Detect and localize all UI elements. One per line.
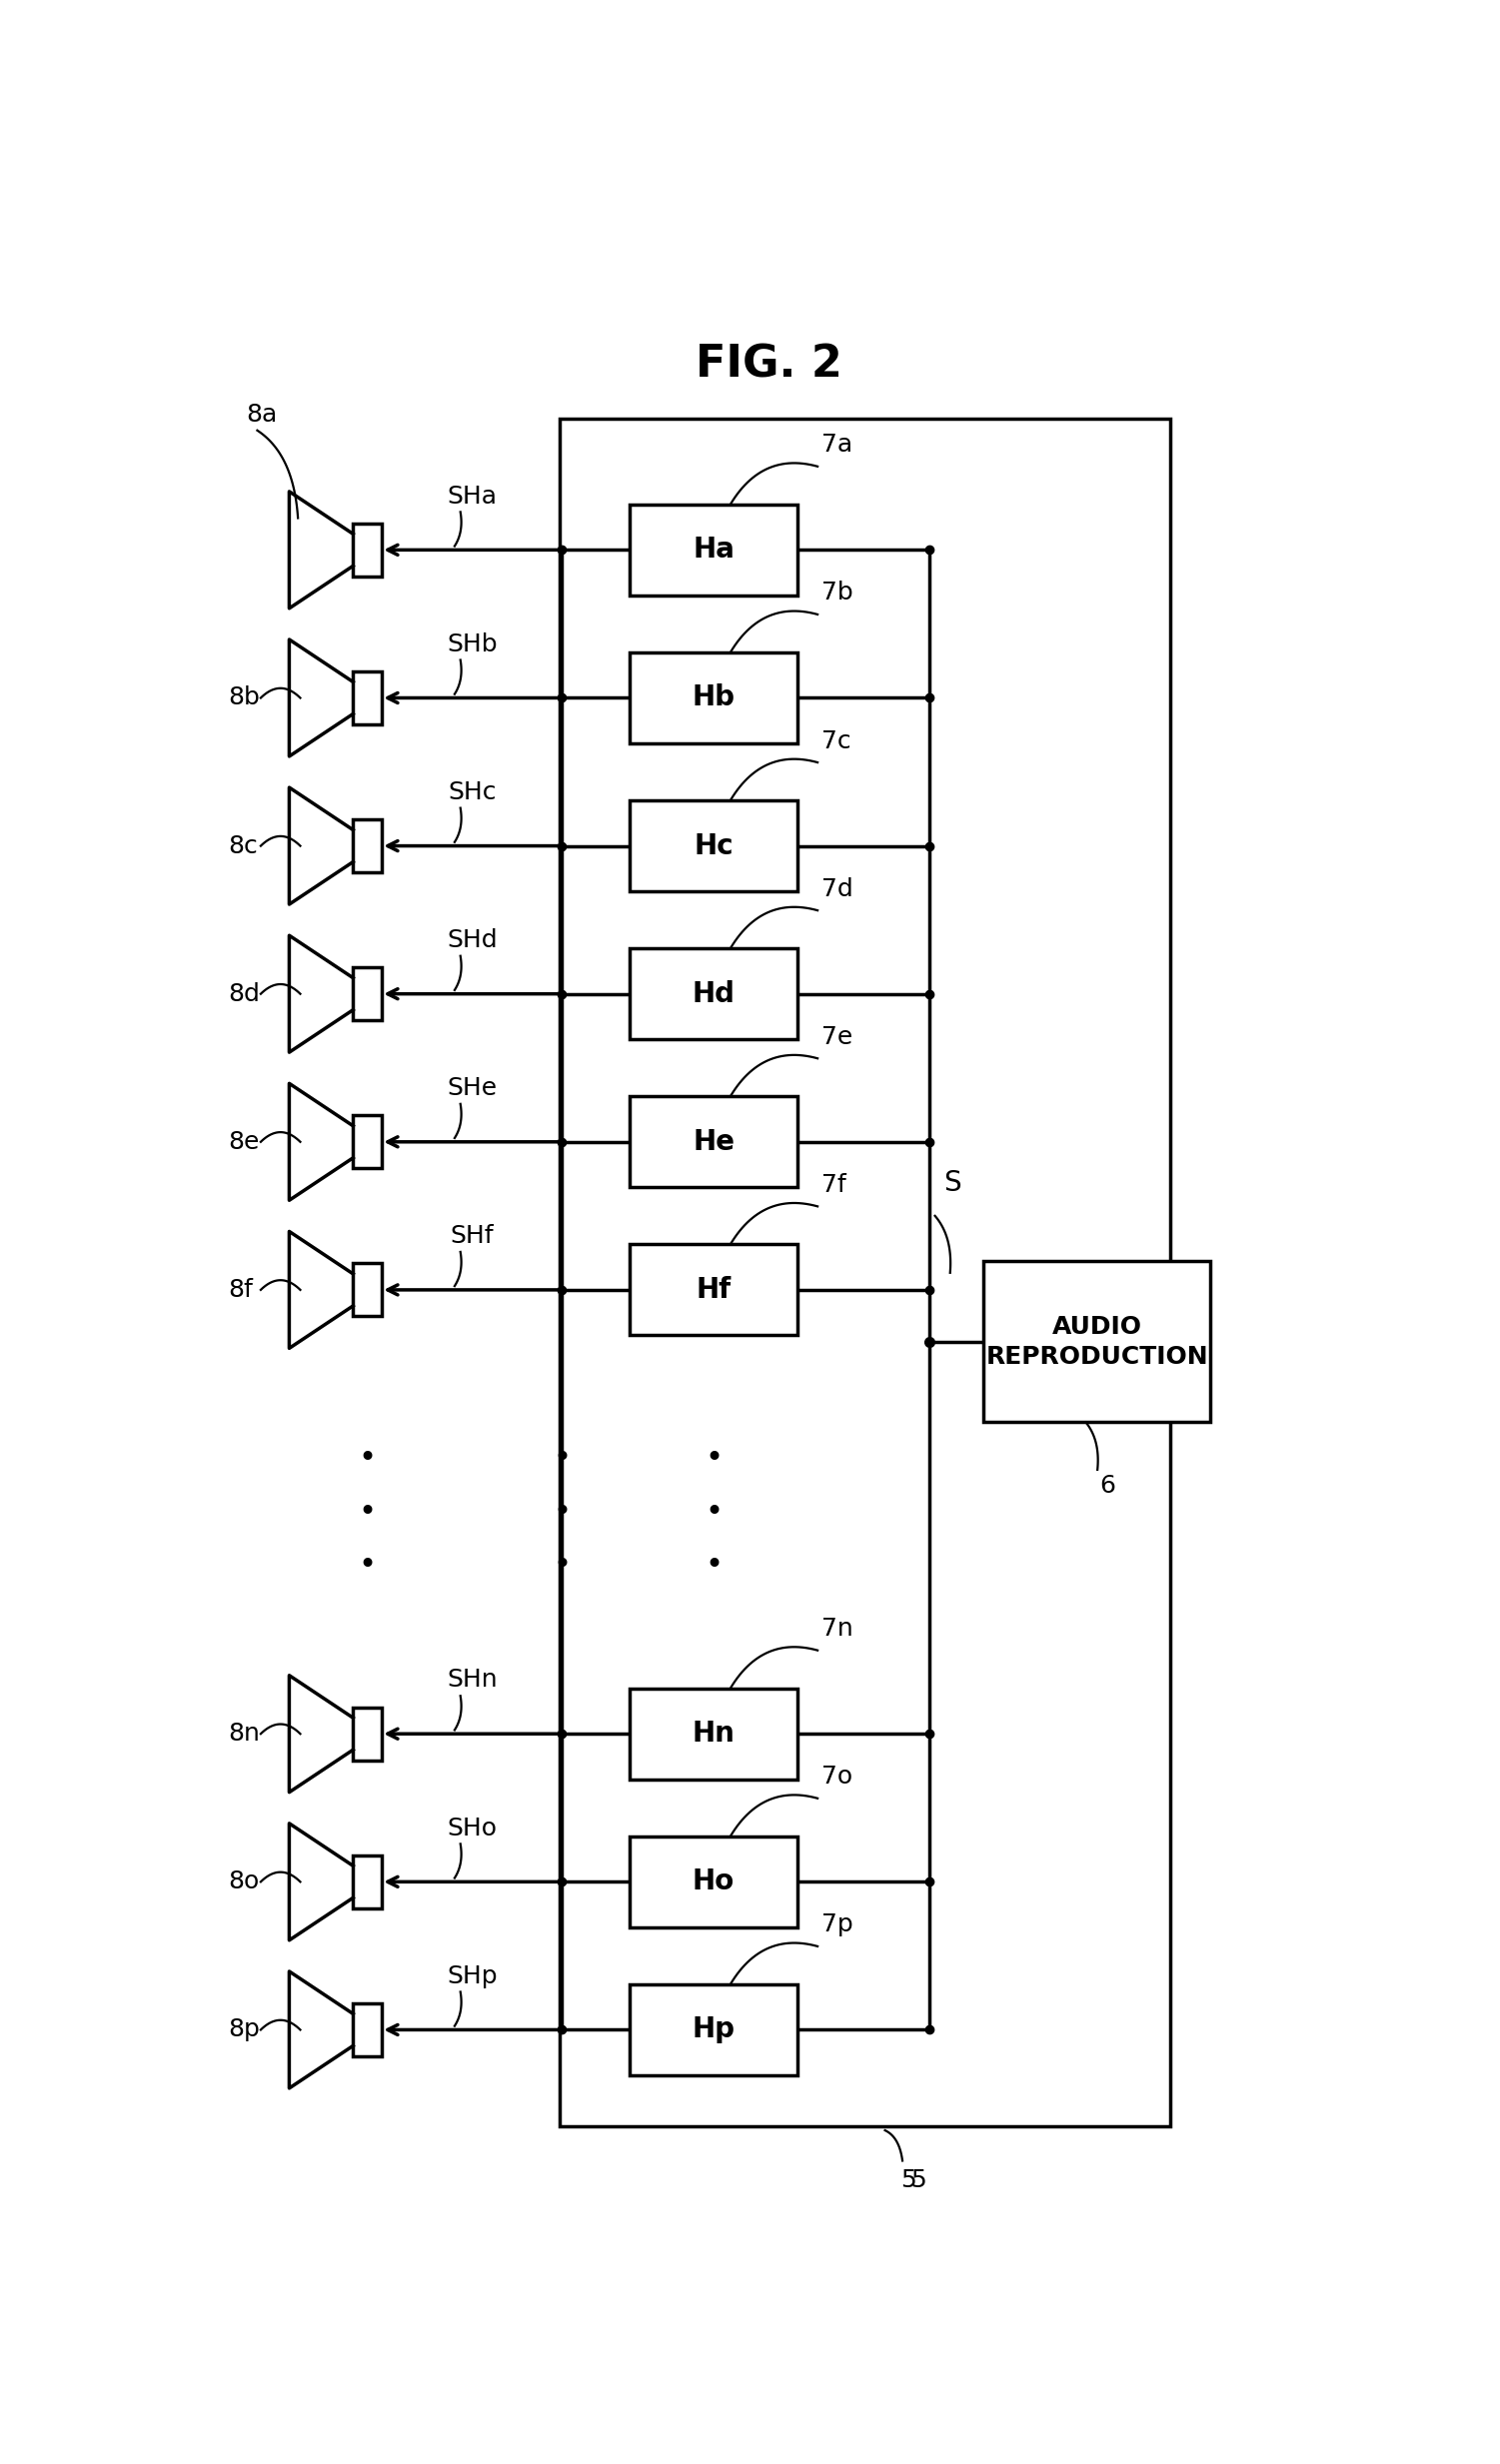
Bar: [352, 821, 382, 872]
Text: •: •: [358, 1444, 376, 1473]
Text: •: •: [358, 1498, 376, 1525]
Text: SHn: SHn: [447, 1668, 498, 1693]
Bar: [630, 1096, 798, 1188]
Text: •: •: [554, 1444, 572, 1473]
Text: 7n: 7n: [820, 1616, 853, 1641]
Text: 7o: 7o: [820, 1764, 852, 1789]
Text: 7a: 7a: [820, 434, 852, 456]
Text: Ha: Ha: [693, 537, 735, 564]
Bar: [630, 1244, 798, 1335]
Text: 7p: 7p: [820, 1912, 853, 1937]
Bar: [630, 1688, 798, 1779]
Bar: [352, 2003, 382, 2057]
Bar: [352, 1708, 382, 1759]
Text: FIG. 2: FIG. 2: [696, 342, 842, 387]
Bar: [352, 670, 382, 724]
Text: •: •: [705, 1498, 723, 1525]
Text: SHe: SHe: [447, 1077, 496, 1099]
Text: SHp: SHp: [447, 1964, 498, 1988]
Text: Hf: Hf: [696, 1276, 730, 1303]
Text: SHo: SHo: [447, 1816, 496, 1841]
Text: •: •: [705, 1550, 723, 1579]
Bar: [630, 505, 798, 596]
Text: SHb: SHb: [447, 633, 498, 655]
Bar: [352, 968, 382, 1020]
Text: 7d: 7d: [820, 877, 853, 902]
Text: Hd: Hd: [692, 981, 735, 1008]
Bar: [630, 653, 798, 744]
Text: 8d: 8d: [228, 981, 260, 1005]
Bar: [630, 1984, 798, 2075]
Text: 8a: 8a: [246, 402, 278, 426]
Bar: [630, 801, 798, 892]
Text: 6: 6: [1100, 1473, 1116, 1498]
Text: 8e: 8e: [228, 1131, 260, 1153]
Text: 8f: 8f: [228, 1279, 254, 1301]
Text: Hp: Hp: [692, 2016, 735, 2043]
Text: Hn: Hn: [692, 1720, 735, 1747]
Bar: [984, 1262, 1210, 1422]
Text: 8n: 8n: [228, 1722, 260, 1747]
Text: Ho: Ho: [693, 1868, 735, 1895]
Text: S: S: [944, 1168, 960, 1198]
Text: 8c: 8c: [228, 833, 258, 857]
Bar: [352, 1855, 382, 1907]
Text: 7c: 7c: [820, 729, 850, 754]
Text: 7b: 7b: [820, 582, 853, 606]
Text: 7f: 7f: [820, 1173, 846, 1198]
Bar: [352, 1264, 382, 1316]
Bar: [630, 949, 798, 1040]
Text: 7e: 7e: [820, 1025, 852, 1050]
Text: He: He: [693, 1129, 735, 1156]
Bar: [352, 522, 382, 577]
Text: •: •: [358, 1550, 376, 1579]
Bar: [352, 1116, 382, 1168]
Text: SHc: SHc: [448, 781, 496, 803]
Text: 8o: 8o: [228, 1870, 260, 1895]
Text: SHa: SHa: [447, 485, 496, 508]
Text: 5: 5: [910, 2168, 927, 2193]
Text: 8p: 8p: [228, 2018, 260, 2043]
Text: SHd: SHd: [447, 929, 498, 951]
Text: •: •: [554, 1550, 572, 1579]
Text: AUDIO
REPRODUCTION: AUDIO REPRODUCTION: [986, 1316, 1209, 1368]
Bar: [630, 1836, 798, 1927]
Text: Hb: Hb: [692, 685, 735, 712]
Bar: [560, 419, 1170, 2126]
Text: •: •: [554, 1498, 572, 1525]
Text: 5: 5: [900, 2168, 916, 2193]
Text: SHf: SHf: [450, 1225, 494, 1249]
Text: Hc: Hc: [693, 833, 733, 860]
Text: •: •: [705, 1444, 723, 1473]
Text: 8b: 8b: [228, 685, 260, 710]
